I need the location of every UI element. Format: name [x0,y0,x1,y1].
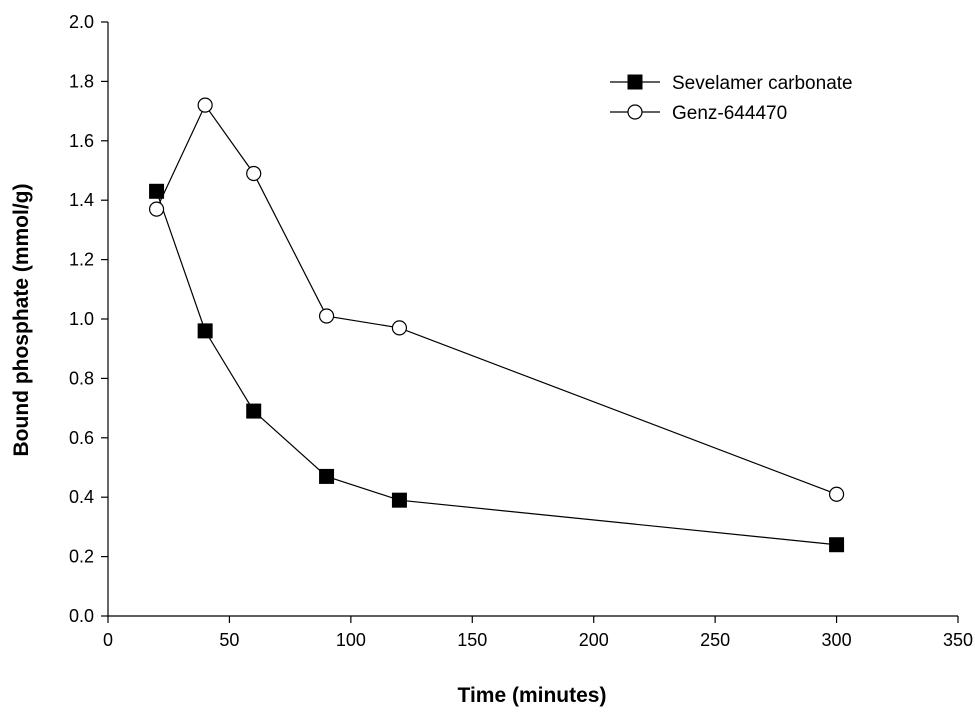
data-point-square [319,468,335,484]
y-tick-label: 0.2 [69,547,94,567]
legend-marker-circle [627,104,643,120]
x-tick-label: 0 [103,630,113,650]
data-point-square [391,492,407,508]
data-point-square [246,403,262,419]
series-genz-644470 [148,97,845,502]
axes [107,22,958,617]
series-line [156,103,837,495]
y-axis-title: Bound phosphate (mmol/g) [10,184,33,457]
data-point-circle [318,308,335,324]
legend-marker-square [627,74,643,90]
data-point-circle [391,320,408,336]
legend-entry: Genz-644470 [610,103,787,124]
data-point-circle [148,201,165,217]
x-tick-label: 300 [822,630,852,650]
data-point-circle [197,97,213,113]
y-tick-label: 1.6 [69,131,94,151]
data-point-circle [828,486,845,502]
legend-entry: Sevelamer carbonate [610,73,853,94]
data-point-square [829,537,845,553]
y-tick-label: 0.4 [69,487,94,507]
x-tick-label: 50 [219,630,239,650]
legend-label: Genz-644470 [672,103,787,124]
x-tick-label: 250 [700,630,730,650]
y-tick-label: 0.0 [69,606,94,626]
data-point-circle [246,165,262,182]
y-ticks: 0.0 0.2 0.4 0.6 0.8 1.0 1.2 1.4 1.6 1.8 2.0 [69,12,108,626]
data-point-square [197,323,213,339]
x-axis-title: Time (minutes) [458,684,607,707]
data-point-square [149,183,165,199]
x-tick-label: 200 [579,630,609,650]
y-tick-label: 0.8 [69,368,94,388]
y-tick-label: 1.2 [69,250,94,270]
x-tick-label: 350 [943,630,973,650]
y-tick-label: 1.8 [69,71,94,91]
y-tick-label: 1.4 [69,190,94,210]
x-tick-label: 100 [336,630,366,650]
x-ticks: 0 50 100 150 200 250 300 350 [103,616,973,650]
series-line [156,191,837,546]
y-tick-label: 0.6 [69,428,94,448]
y-tick-label: 1.0 [69,309,94,329]
y-tick-label: 2.0 [69,12,94,32]
series-sevelamer-carbonate [149,183,845,553]
legend: Sevelamer carbonate Genz-644470 [610,73,853,124]
series-layer [148,97,845,553]
x-tick-label: 150 [457,630,487,650]
legend-label: Sevelamer carbonate [672,73,853,94]
